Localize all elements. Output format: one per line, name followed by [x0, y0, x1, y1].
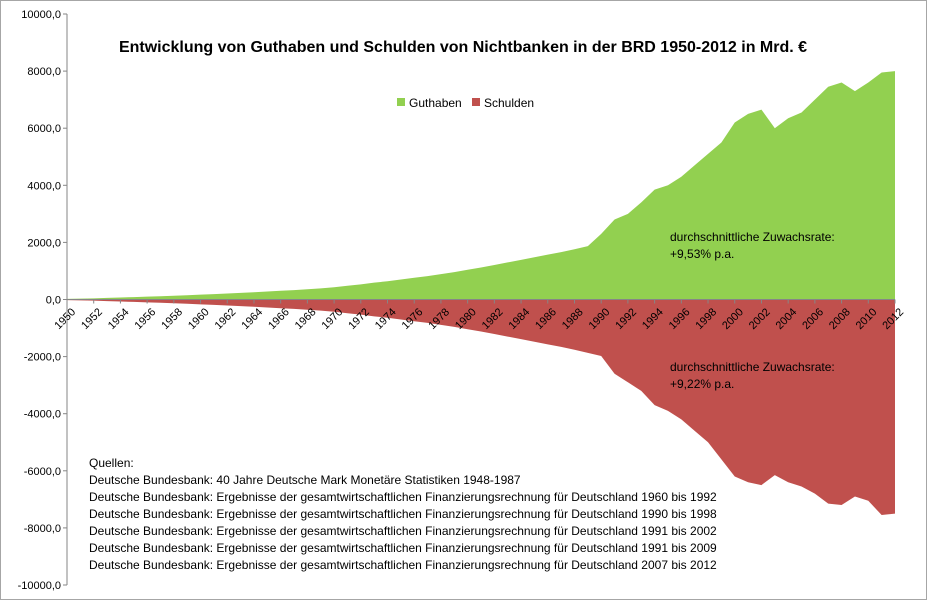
- y-tick-label: -2000,0: [24, 352, 61, 364]
- annotation-schulden: durchschnittliche Zuwachsrate: +9,22% p.…: [670, 360, 835, 391]
- area-series-group: [67, 71, 895, 516]
- legend-label-guthaben: Guthaben: [409, 96, 462, 110]
- y-tick-label: 4000,0: [27, 180, 61, 192]
- y-tick-label: -4000,0: [24, 409, 61, 421]
- area-series-schulden: [67, 299, 895, 516]
- y-tick-label: -8000,0: [24, 523, 61, 535]
- area-series-guthaben: [67, 71, 895, 300]
- source-line: Deutsche Bundesbank: Ergebnisse der gesa…: [89, 507, 717, 521]
- sources-block: Quellen: Deutsche Bundesbank: 40 Jahre D…: [89, 456, 717, 572]
- legend-swatch-schulden: [472, 98, 480, 106]
- annotation-schulden-line2: +9,22% p.a.: [670, 377, 734, 391]
- y-tick-labels: 10000,0 8000,0 6000,0 4000,0 2000,0 0,0 -2000,…: [18, 9, 67, 592]
- y-tick-label: 6000,0: [27, 123, 61, 135]
- y-tick-label: 8000,0: [27, 66, 61, 78]
- y-tick-label: 10000,0: [21, 9, 61, 21]
- source-line: Deutsche Bundesbank: 40 Jahre Deutsche M…: [89, 473, 521, 487]
- annotation-guthaben-line2: +9,53% p.a.: [670, 247, 734, 261]
- legend-label-schulden: Schulden: [484, 96, 534, 110]
- y-tick-label: 0,0: [46, 295, 61, 307]
- source-line: Deutsche Bundesbank: Ergebnisse der gesa…: [89, 524, 717, 538]
- y-tick-label: -6000,0: [24, 466, 61, 478]
- legend: Guthaben Schulden: [397, 96, 534, 110]
- source-line: Deutsche Bundesbank: Ergebnisse der gesa…: [89, 490, 717, 504]
- annotation-guthaben: durchschnittliche Zuwachsrate: +9,53% p.…: [670, 230, 835, 261]
- chart-title: Entwicklung von Guthaben und Schulden vo…: [119, 39, 807, 56]
- source-line: Deutsche Bundesbank: Ergebnisse der gesa…: [89, 558, 717, 572]
- sources-heading: Quellen:: [89, 456, 134, 470]
- legend-swatch-guthaben: [397, 98, 405, 106]
- y-tick-label: 2000,0: [27, 237, 61, 249]
- annotation-guthaben-line1: durchschnittliche Zuwachsrate:: [670, 230, 835, 244]
- annotation-schulden-line1: durchschnittliche Zuwachsrate:: [670, 360, 835, 374]
- source-line: Deutsche Bundesbank: Ergebnisse der gesa…: [89, 541, 717, 555]
- y-tick-label: -10000,0: [18, 580, 61, 592]
